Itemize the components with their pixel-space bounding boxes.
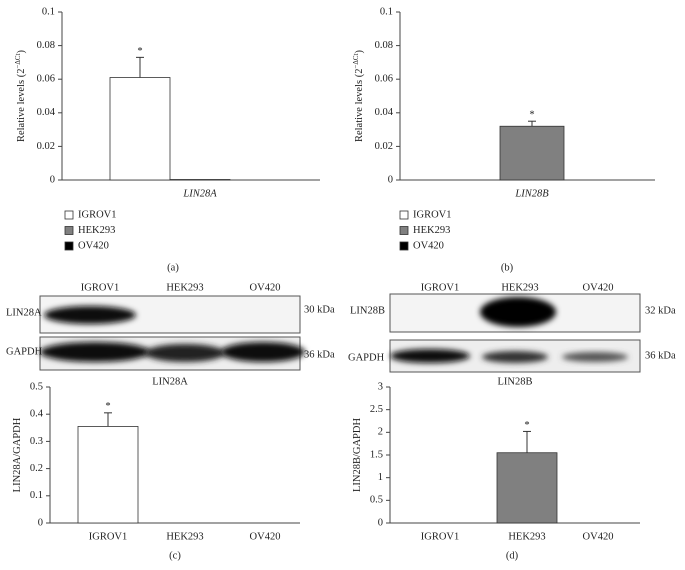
- legend-label: OV420: [78, 240, 109, 251]
- y-tick-label: 0.08: [375, 40, 393, 51]
- y-tick-label: 0: [50, 174, 55, 185]
- significance: *: [529, 110, 534, 121]
- legend-swatch: [64, 226, 74, 235]
- x-tick-label: IGROV1: [89, 531, 128, 542]
- panel-label: (a): [167, 262, 179, 273]
- y-tick-label: 3: [378, 381, 383, 392]
- legend-label: OV420: [413, 240, 444, 251]
- y-axis-label-part: LIN28A/GAPDH: [12, 417, 23, 492]
- y-tick-label: 1.5: [370, 449, 383, 460]
- lane-label: HEK293: [166, 282, 203, 293]
- blot-c: IGROV1 HEK293 OV420 LIN28A GAPDH 30 kDa …: [6, 282, 335, 387]
- band: [221, 342, 305, 362]
- legend-label: HEK293: [413, 225, 450, 236]
- band: [482, 351, 548, 363]
- size-label: 32 kDa: [645, 305, 676, 316]
- y-tick-label: 0.3: [30, 436, 43, 447]
- panel-label: (d): [506, 550, 519, 561]
- bar: [169, 179, 231, 181]
- lane-label: IGROV1: [421, 282, 460, 293]
- legend-swatch: [399, 241, 409, 251]
- y-tick-label: 0: [388, 174, 393, 185]
- y-tick-label: 0.08: [37, 40, 55, 51]
- y-axis-label-part: ): [16, 49, 27, 53]
- y-tick-label: 2.5: [370, 404, 383, 415]
- x-tick-label: LIN28A: [182, 188, 217, 199]
- x-tick-label: LIN28B: [514, 188, 549, 199]
- y-tick-label: 0: [38, 517, 43, 528]
- band: [390, 349, 470, 363]
- y-tick-label: 2: [378, 427, 383, 438]
- y-axis-label-part: LIN28B/GAPDH: [352, 418, 363, 493]
- legend-swatch: [399, 210, 409, 220]
- y-tick-label: 0.02: [375, 141, 393, 152]
- blot-caption: LIN28B: [498, 376, 533, 387]
- y-axis-label-part: −ΔCt: [352, 53, 360, 68]
- y-tick-label: 0.1: [380, 6, 393, 17]
- x-tick-label: HEK293: [508, 531, 545, 542]
- y-tick-label: 0.5: [30, 381, 43, 392]
- size-label: 36 kDa: [645, 350, 676, 361]
- y-axis-label: LIN28A/GAPDH: [12, 417, 23, 492]
- y-tick-label: 0.1: [42, 6, 55, 17]
- band: [44, 306, 136, 324]
- y-axis-label-part: −ΔCt: [14, 53, 22, 68]
- panel-label: (c): [169, 550, 181, 561]
- blot-d: IGROV1 HEK293 OV420 LIN28B GAPDH 32 kDa …: [348, 282, 676, 387]
- band: [40, 342, 150, 362]
- lane-label: IGROV1: [81, 282, 120, 293]
- bar: [499, 125, 565, 181]
- panel-label: (b): [501, 262, 514, 273]
- bar: [109, 77, 171, 181]
- row-label: LIN28A: [6, 307, 42, 318]
- y-tick-label: 0.2: [30, 463, 43, 474]
- legend-swatch: [399, 226, 409, 235]
- significance: *: [524, 420, 529, 431]
- y-tick-label: 0.04: [37, 107, 56, 118]
- legend-label: IGROV1: [413, 209, 452, 220]
- bar: [496, 452, 558, 524]
- x-tick-label: OV420: [583, 531, 614, 542]
- legend-label: IGROV1: [78, 209, 117, 220]
- y-tick-label: 1: [378, 472, 383, 483]
- blot-caption: LIN28A: [152, 376, 188, 387]
- y-axis-label: Relative levels (2−ΔCt): [352, 49, 366, 142]
- row-label: LIN28B: [350, 305, 385, 316]
- lane-label: OV420: [583, 282, 614, 293]
- y-tick-label: 0.06: [375, 74, 393, 85]
- row-label: GAPDH: [6, 346, 43, 357]
- x-tick-label: IGROV1: [421, 531, 460, 542]
- y-tick-label: 0.04: [375, 107, 394, 118]
- row-label: GAPDH: [348, 352, 385, 363]
- y-axis-label-part: Relative levels (2: [16, 69, 27, 142]
- y-axis-label: LIN28B/GAPDH: [352, 418, 363, 493]
- significance: *: [105, 401, 110, 412]
- lane-label: HEK293: [501, 282, 538, 293]
- legend-swatch: [64, 210, 74, 220]
- band: [480, 297, 556, 327]
- x-tick-label: OV420: [250, 531, 281, 542]
- significance: *: [137, 46, 142, 57]
- y-tick-label: 0.1: [30, 490, 43, 501]
- band: [562, 352, 628, 362]
- lane-label: OV420: [250, 282, 281, 293]
- y-tick-label: 0.5: [370, 495, 383, 506]
- legend-swatch: [64, 241, 74, 251]
- x-tick-label: HEK293: [166, 531, 203, 542]
- y-tick-label: 0.4: [30, 409, 44, 420]
- y-tick-label: 0.02: [37, 141, 55, 152]
- legend-label: HEK293: [78, 225, 115, 236]
- y-axis-label: Relative levels (2−ΔCt): [14, 49, 28, 142]
- size-label: 36 kDa: [304, 349, 335, 360]
- y-tick-label: 0: [378, 517, 383, 528]
- bar: [77, 426, 139, 524]
- y-axis-label-part: Relative levels (2: [354, 69, 365, 142]
- y-tick-label: 0.06: [37, 74, 55, 85]
- y-axis-label-part: ): [354, 49, 365, 53]
- band: [145, 344, 225, 362]
- size-label: 30 kDa: [304, 304, 335, 315]
